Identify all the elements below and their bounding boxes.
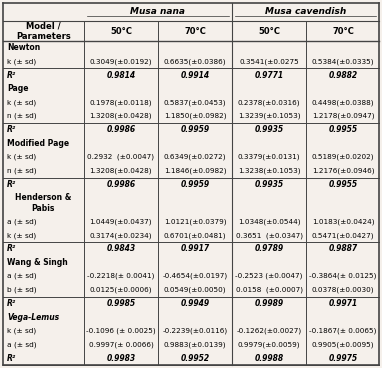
Text: 0.9905(±0.0095): 0.9905(±0.0095) (312, 341, 374, 348)
Text: 0.9883(±0.0139): 0.9883(±0.0139) (164, 341, 226, 348)
Text: R²: R² (7, 125, 16, 134)
Text: 0.9935: 0.9935 (254, 180, 283, 189)
Text: R²: R² (7, 180, 16, 189)
Text: -0.1262(±0.0027): -0.1262(±0.0027) (236, 328, 301, 334)
Text: 0.4498(±0.0388): 0.4498(±0.0388) (312, 99, 374, 106)
Text: Henderson &
Pabis: Henderson & Pabis (15, 193, 71, 213)
Text: -0.3864(± 0.0125): -0.3864(± 0.0125) (309, 273, 377, 279)
Text: 50°C: 50°C (258, 26, 280, 35)
Text: 1.0183(±0.0424): 1.0183(±0.0424) (312, 218, 374, 225)
Text: R²: R² (7, 71, 16, 79)
Text: 0.9955: 0.9955 (329, 125, 358, 134)
Text: 0.3174(±0.0234): 0.3174(±0.0234) (90, 232, 152, 238)
Text: 0.6635(±0.0386): 0.6635(±0.0386) (164, 58, 226, 65)
Text: k (± sd): k (± sd) (7, 154, 36, 160)
Text: 0.9983: 0.9983 (106, 354, 136, 363)
Text: a (± sd): a (± sd) (7, 273, 37, 279)
Text: 0.9843: 0.9843 (106, 244, 136, 254)
Text: 0.5384(±0.0335): 0.5384(±0.0335) (312, 58, 374, 65)
Text: 0.2932  (±0.0047): 0.2932 (±0.0047) (87, 154, 154, 160)
Text: R²: R² (7, 299, 16, 308)
Text: 0.9979(±0.0059): 0.9979(±0.0059) (238, 341, 300, 348)
Text: n (± sd): n (± sd) (7, 113, 37, 119)
Text: 0.9975: 0.9975 (329, 354, 358, 363)
Text: 1.0348(±0.0544): 1.0348(±0.0544) (238, 218, 300, 225)
Text: b (± sd): b (± sd) (7, 287, 37, 293)
Text: 0.9789: 0.9789 (254, 244, 283, 254)
Text: 0.1978(±0.0118): 0.1978(±0.0118) (90, 99, 152, 106)
Text: 0.9997(± 0.0066): 0.9997(± 0.0066) (89, 341, 153, 348)
Text: 0.3651  (±0.0347): 0.3651 (±0.0347) (236, 232, 303, 238)
Text: k (± sd): k (± sd) (7, 328, 36, 334)
Text: k (± sd): k (± sd) (7, 99, 36, 106)
Text: 0.9959: 0.9959 (180, 125, 209, 134)
Text: -0.2218(± 0.0041): -0.2218(± 0.0041) (87, 273, 155, 279)
Text: Vega-Lemus: Vega-Lemus (7, 313, 59, 322)
Text: 0.6349(±0.0272): 0.6349(±0.0272) (164, 154, 226, 160)
Text: 1.1850(±0.0982): 1.1850(±0.0982) (164, 113, 226, 119)
Text: 0.2378(±0.0316): 0.2378(±0.0316) (238, 99, 300, 106)
Text: 1.3239(±0.1053): 1.3239(±0.1053) (238, 113, 300, 119)
Text: 0.6701(±0.0481): 0.6701(±0.0481) (164, 232, 226, 238)
Text: 0.9989: 0.9989 (254, 299, 283, 308)
Text: a (± sd): a (± sd) (7, 218, 37, 225)
Text: 0.9971: 0.9971 (329, 299, 358, 308)
Text: 0.9986: 0.9986 (106, 125, 136, 134)
Text: 0.9949: 0.9949 (180, 299, 209, 308)
Text: 0.5471(±0.0427): 0.5471(±0.0427) (312, 232, 374, 238)
Text: a (± sd): a (± sd) (7, 341, 37, 348)
Text: 0.9771: 0.9771 (254, 71, 283, 79)
Text: 1.3238(±0.1053): 1.3238(±0.1053) (238, 167, 300, 174)
Text: 0.0125(±0.0006): 0.0125(±0.0006) (90, 287, 152, 293)
Text: 0.9814: 0.9814 (106, 71, 136, 79)
Text: 0.9986: 0.9986 (106, 180, 136, 189)
Text: Page: Page (7, 84, 29, 93)
Text: Model /
Parameters: Model / Parameters (16, 21, 71, 41)
Text: 0.9882: 0.9882 (329, 71, 358, 79)
Text: 0.9955: 0.9955 (329, 180, 358, 189)
Text: 0.5189(±0.0202): 0.5189(±0.0202) (312, 154, 374, 160)
Text: 1.2178(±0.0947): 1.2178(±0.0947) (312, 113, 374, 119)
Text: 50°C: 50°C (110, 26, 132, 35)
Text: 1.3208(±0.0428): 1.3208(±0.0428) (90, 167, 152, 174)
Text: 0.9952: 0.9952 (180, 354, 209, 363)
Text: 0.0378(±0.0030): 0.0378(±0.0030) (312, 287, 374, 293)
Text: Wang & Singh: Wang & Singh (7, 258, 68, 267)
Text: 0.3541(±0.0275: 0.3541(±0.0275 (239, 58, 299, 65)
Text: Modified Page: Modified Page (7, 139, 69, 148)
Text: k (± sd): k (± sd) (7, 58, 36, 65)
Text: k (± sd): k (± sd) (7, 232, 36, 238)
Text: 0.9985: 0.9985 (106, 299, 136, 308)
Text: 1.1846(±0.0982): 1.1846(±0.0982) (164, 167, 226, 174)
Text: -0.2523 (±0.0047): -0.2523 (±0.0047) (235, 273, 303, 279)
Text: R²: R² (7, 244, 16, 254)
Text: 70°C: 70°C (184, 26, 206, 35)
Text: 0.0158  (±0.0007): 0.0158 (±0.0007) (236, 287, 303, 293)
Text: 1.0121(±0.0379): 1.0121(±0.0379) (164, 218, 226, 225)
Text: 0.0549(±0.0050): 0.0549(±0.0050) (164, 287, 226, 293)
Text: 0.3379(±0.0131): 0.3379(±0.0131) (238, 154, 300, 160)
Text: Newton: Newton (7, 43, 40, 52)
Text: 0.9988: 0.9988 (254, 354, 283, 363)
Text: 0.9959: 0.9959 (180, 180, 209, 189)
Text: 1.3208(±0.0428): 1.3208(±0.0428) (90, 113, 152, 119)
Text: -0.1867(± 0.0065): -0.1867(± 0.0065) (309, 328, 377, 334)
Text: 1.2176(±0.0946): 1.2176(±0.0946) (312, 167, 374, 174)
Text: 0.5837(±0.0453): 0.5837(±0.0453) (164, 99, 226, 106)
Text: Musa cavendish: Musa cavendish (265, 7, 346, 17)
Text: -0.4654(±0.0197): -0.4654(±0.0197) (162, 273, 228, 279)
Text: 0.9887: 0.9887 (329, 244, 358, 254)
Text: 70°C: 70°C (332, 26, 354, 35)
Text: 0.9917: 0.9917 (180, 244, 209, 254)
Text: -0.1096 (± 0.0025): -0.1096 (± 0.0025) (86, 328, 156, 334)
Text: 1.0449(±0.0437): 1.0449(±0.0437) (90, 218, 152, 225)
Text: 0.9935: 0.9935 (254, 125, 283, 134)
Text: n (± sd): n (± sd) (7, 167, 37, 174)
Text: Musa nana: Musa nana (130, 7, 185, 17)
Text: R²: R² (7, 354, 16, 363)
Text: 0.3049(±0.0192): 0.3049(±0.0192) (90, 58, 152, 65)
Text: 0.9914: 0.9914 (180, 71, 209, 79)
Text: -0.2239(±0.0116): -0.2239(±0.0116) (162, 328, 228, 334)
